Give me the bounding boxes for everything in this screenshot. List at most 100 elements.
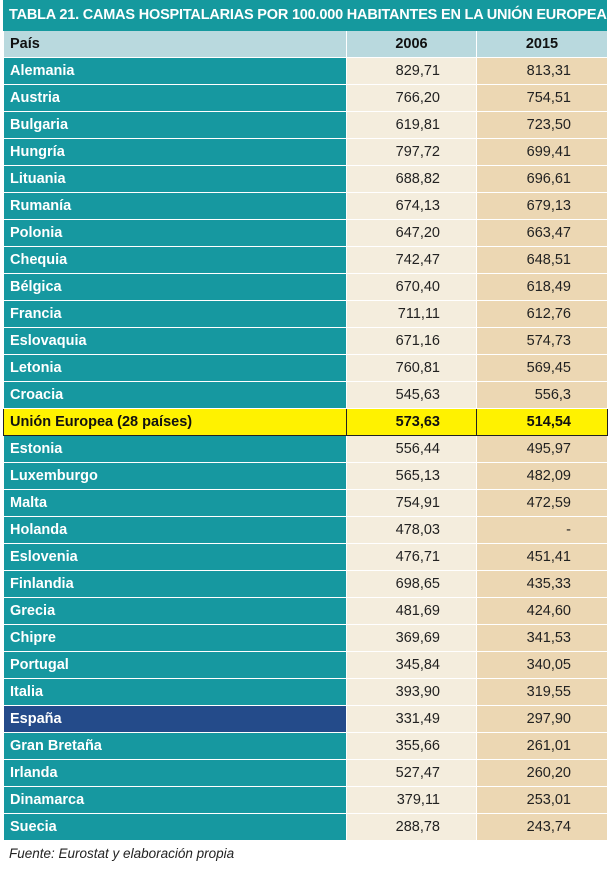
country-cell: Unión Europea (28 países) [3, 408, 347, 436]
table-row: Polonia 647,20 663,47 [3, 219, 608, 247]
table-container: TABLA 21. CAMAS HOSPITALARIAS POR 100.00… [3, 0, 608, 861]
table-row: Luxemburgo 565,13 482,09 [3, 462, 608, 490]
value-2006-cell: 565,13 [346, 462, 477, 490]
value-2015-cell: 253,01 [476, 786, 608, 814]
value-2015-cell: 663,47 [476, 219, 608, 247]
header-row: País 2006 2015 [3, 31, 608, 58]
value-2015-cell: 612,76 [476, 300, 608, 328]
country-cell: Gran Bretaña [3, 732, 347, 760]
value-2006-cell: 393,90 [346, 678, 477, 706]
hospital-beds-table: País 2006 2015 Alemania 829,71 813,31 Austr… [3, 31, 608, 841]
value-2006-cell: 476,71 [346, 543, 477, 571]
value-2006-cell: 573,63 [346, 408, 477, 436]
table-row: Malta 754,91 472,59 [3, 489, 608, 517]
value-2006-cell: 760,81 [346, 354, 477, 382]
value-2015-cell: 341,53 [476, 624, 608, 652]
value-2006-cell: 829,71 [346, 57, 477, 85]
value-2006-cell: 288,78 [346, 813, 477, 841]
country-cell: Dinamarca [3, 786, 347, 814]
value-2015-cell: 574,73 [476, 327, 608, 355]
table-row: Chipre 369,69 341,53 [3, 624, 608, 652]
table-row: Rumanía 674,13 679,13 [3, 192, 608, 220]
country-cell: Suecia [3, 813, 347, 841]
table-row: Letonia 760,81 569,45 [3, 354, 608, 382]
table-row: Eslovaquia 671,16 574,73 [3, 327, 608, 355]
country-cell: Hungría [3, 138, 347, 166]
country-cell: Chipre [3, 624, 347, 652]
header-2006: 2006 [346, 31, 477, 58]
country-cell: Malta [3, 489, 347, 517]
value-2015-cell: 514,54 [476, 408, 608, 436]
value-2006-cell: 345,84 [346, 651, 477, 679]
value-2006-cell: 797,72 [346, 138, 477, 166]
value-2015-cell: 723,50 [476, 111, 608, 139]
table-body: Alemania 829,71 813,31 Austria 766,20 754,51 B… [3, 57, 608, 841]
value-2006-cell: 619,81 [346, 111, 477, 139]
value-2006-cell: 369,69 [346, 624, 477, 652]
value-2006-cell: 670,40 [346, 273, 477, 301]
header-2015: 2015 [476, 31, 608, 58]
value-2015-cell: 495,97 [476, 435, 608, 463]
country-cell: Austria [3, 84, 347, 112]
value-2006-cell: 481,69 [346, 597, 477, 625]
table-row: Finlandia 698,65 435,33 [3, 570, 608, 598]
table-row: Alemania 829,71 813,31 [3, 57, 608, 85]
value-2006-cell: 742,47 [346, 246, 477, 274]
country-cell: Eslovenia [3, 543, 347, 571]
country-cell: Portugal [3, 651, 347, 679]
value-2006-cell: 754,91 [346, 489, 477, 517]
table-row: Holanda 478,03- [3, 516, 608, 544]
value-2015-cell: 451,41 [476, 543, 608, 571]
value-2015-cell: 297,90 [476, 705, 608, 733]
source-note: Fuente: Eurostat y elaboración propia [9, 846, 235, 861]
value-2006-cell: 688,82 [346, 165, 477, 193]
value-2015-cell: 472,59 [476, 489, 608, 517]
value-2015-cell: 569,45 [476, 354, 608, 382]
table-row: Estonia 556,44 495,97 [3, 435, 608, 463]
country-cell: Croacia [3, 381, 347, 409]
value-2006-cell: 766,20 [346, 84, 477, 112]
value-2015-cell: 679,13 [476, 192, 608, 220]
table-row: Hungría 797,72 699,41 [3, 138, 608, 166]
value-2015-cell: 618,49 [476, 273, 608, 301]
value-2006-cell: 527,47 [346, 759, 477, 787]
table-row: Austria 766,20 754,51 [3, 84, 608, 112]
country-cell: Rumanía [3, 192, 347, 220]
value-2015-cell: 696,61 [476, 165, 608, 193]
value-2006-cell: 647,20 [346, 219, 477, 247]
table-row: Francia 711,11 612,76 [3, 300, 608, 328]
table-row: España 331,49 297,90 [3, 705, 608, 733]
country-cell: Irlanda [3, 759, 347, 787]
value-2015-cell: 260,20 [476, 759, 608, 787]
value-2015-cell: 482,09 [476, 462, 608, 490]
country-cell: Finlandia [3, 570, 347, 598]
value-2006-cell: 355,66 [346, 732, 477, 760]
value-2015-cell: 340,05 [476, 651, 608, 679]
value-2006-cell: 711,11 [346, 300, 477, 328]
value-2006-cell: 671,16 [346, 327, 477, 355]
country-cell: Luxemburgo [3, 462, 347, 490]
table-row: Irlanda 527,47 260,20 [3, 759, 608, 787]
country-cell: Letonia [3, 354, 347, 382]
table-row: Gran Bretaña 355,66 261,01 [3, 732, 608, 760]
value-2006-cell: 545,63 [346, 381, 477, 409]
value-2015-cell: 556,3 [476, 381, 608, 409]
value-2015-cell: 699,41 [476, 138, 608, 166]
table-row: Grecia 481,69 424,60 [3, 597, 608, 625]
value-2006-cell: 556,44 [346, 435, 477, 463]
country-cell: Lituania [3, 165, 347, 193]
table-row: Bulgaria 619,81 723,50 [3, 111, 608, 139]
value-2015-cell: 648,51 [476, 246, 608, 274]
country-cell: Bulgaria [3, 111, 347, 139]
table-row: Suecia 288,78 243,74 [3, 813, 608, 841]
country-cell: Grecia [3, 597, 347, 625]
table-row: Bélgica 670,40 618,49 [3, 273, 608, 301]
header-country: País [3, 31, 347, 58]
value-2006-cell: 674,13 [346, 192, 477, 220]
value-2015-cell: - [476, 516, 608, 544]
value-2006-cell: 379,11 [346, 786, 477, 814]
table-row: Dinamarca 379,11 253,01 [3, 786, 608, 814]
country-cell: Chequia [3, 246, 347, 274]
value-2006-cell: 331,49 [346, 705, 477, 733]
table-row: Italia 393,90 319,55 [3, 678, 608, 706]
